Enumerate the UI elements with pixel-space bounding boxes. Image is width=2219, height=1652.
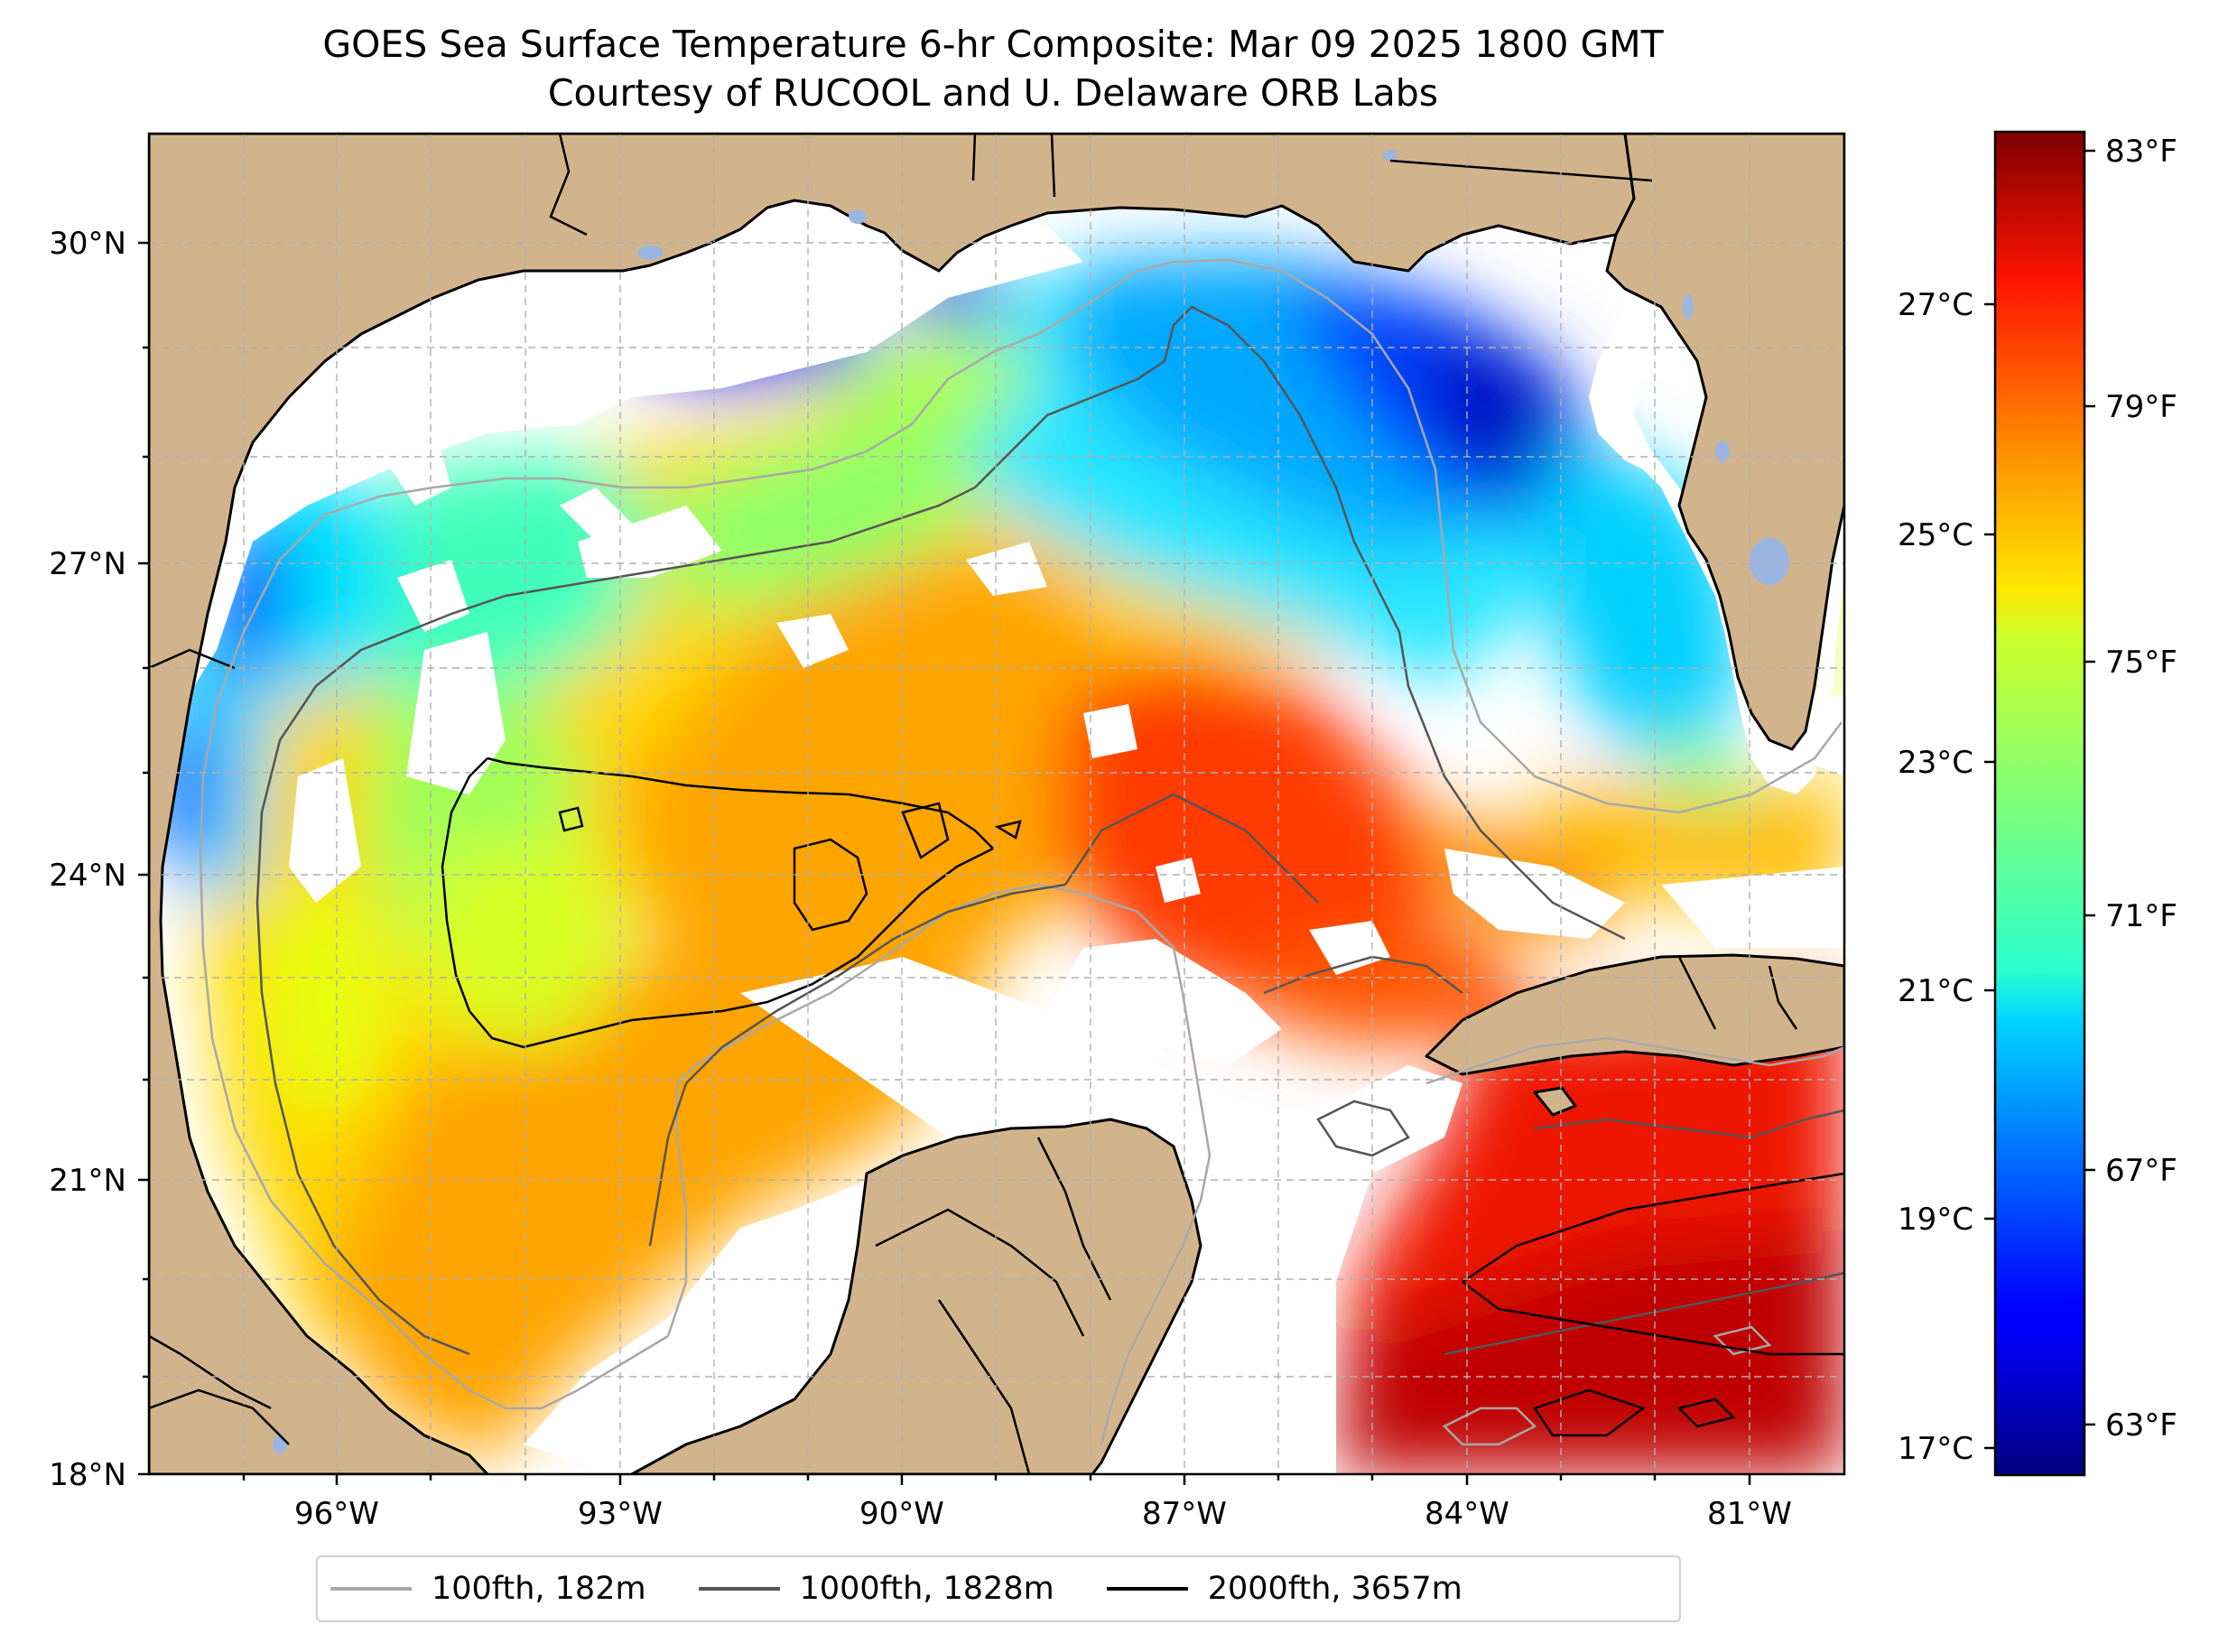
land-masses bbox=[149, 134, 1844, 1474]
lon-label-90w: 90°W bbox=[859, 1496, 944, 1532]
title-line-2: Courtesy of RUCOOL and U. Delaware ORB L… bbox=[547, 71, 1439, 115]
colorbar-c-17: 17°C bbox=[1898, 1431, 1973, 1467]
legend-item-1000fth: 1000fth, 1828m bbox=[698, 1571, 1054, 1607]
colorbar-f-79: 79°F bbox=[2105, 389, 2177, 425]
lon-label-96w: 96°W bbox=[294, 1496, 379, 1532]
legend-swatch-2000fth bbox=[1106, 1587, 1188, 1591]
bathymetry-legend: 100fth, 182m 1000fth, 1828m 2000fth, 365… bbox=[316, 1555, 1681, 1622]
land-us-mexico bbox=[149, 134, 1636, 1474]
legend-item-2000fth: 2000fth, 3657m bbox=[1106, 1571, 1462, 1607]
colorbar-c-27: 27°C bbox=[1898, 287, 1973, 323]
colorbar-f-63: 63°F bbox=[2105, 1407, 2177, 1443]
legend-label-2000fth: 2000fth, 3657m bbox=[1207, 1571, 1462, 1607]
colorbar-c-21: 21°C bbox=[1898, 973, 1973, 1009]
map-plot-area bbox=[149, 134, 1844, 1474]
lon-label-84w: 84°W bbox=[1425, 1496, 1509, 1532]
lon-label-81w: 81°W bbox=[1707, 1496, 1792, 1532]
lat-label-24n: 24°N bbox=[49, 858, 126, 894]
axis-ticks bbox=[138, 241, 1751, 1485]
lat-label-30n: 30°N bbox=[49, 226, 126, 262]
land-florida-main bbox=[1605, 134, 1844, 751]
legend-label-1000fth: 1000fth, 1828m bbox=[799, 1571, 1054, 1607]
colorbar-f-75: 75°F bbox=[2105, 645, 2177, 681]
title-line-1: GOES Sea Surface Temperature 6-hr Compos… bbox=[322, 23, 1664, 66]
lon-label-93w: 93°W bbox=[578, 1496, 663, 1532]
colorbar-f-83: 83°F bbox=[2105, 134, 2177, 170]
colorbar-c-25: 25°C bbox=[1898, 517, 1973, 553]
land-yucatan bbox=[630, 1118, 1202, 1474]
lat-label-27n: 27°N bbox=[49, 546, 126, 582]
lakes bbox=[273, 150, 1789, 1453]
legend-swatch-100fth bbox=[330, 1587, 412, 1591]
longitude-labels: 96°W 93°W 90°W 87°W 84°W 81°W bbox=[294, 1496, 1792, 1532]
colorbar-ticks bbox=[1984, 149, 2095, 1450]
legend-label-100fth: 100fth, 182m bbox=[432, 1571, 646, 1607]
colorbar-f-71: 71°F bbox=[2105, 898, 2177, 934]
colorbar: 27°C 25°C 23°C 21°C 19°C 17°C 83°F 79°F … bbox=[1898, 130, 2177, 1477]
bathymetry-2000fth bbox=[441, 756, 1844, 1437]
colorbar-c-19: 19°C bbox=[1898, 1202, 1973, 1238]
latitude-labels: 30°N 27°N 24°N 21°N 18°N bbox=[49, 226, 126, 1493]
political-borders bbox=[149, 134, 1798, 1474]
colorbar-gradient bbox=[1993, 130, 2086, 1477]
lat-label-18n: 18°N bbox=[49, 1457, 126, 1493]
map-title: GOES Sea Surface Temperature 6-hr Compos… bbox=[144, 20, 1842, 117]
colorbar-c-23: 23°C bbox=[1898, 745, 1973, 781]
legend-swatch-1000fth bbox=[698, 1587, 780, 1591]
gridlines bbox=[149, 134, 1844, 1474]
colorbar-f-67: 67°F bbox=[2105, 1153, 2177, 1189]
legend-item-100fth: 100fth, 182m bbox=[330, 1571, 646, 1607]
land-isla-juventud bbox=[1533, 1086, 1577, 1117]
lat-label-21n: 21°N bbox=[49, 1163, 126, 1199]
lon-label-87w: 87°W bbox=[1142, 1496, 1227, 1532]
